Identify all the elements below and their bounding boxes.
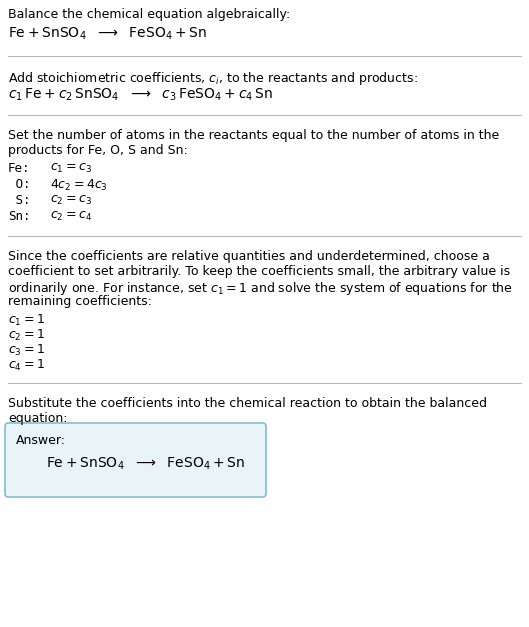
Text: $c_1 = 1$: $c_1 = 1$	[8, 313, 45, 328]
Text: $4 c_2 = 4 c_3$: $4 c_2 = 4 c_3$	[50, 178, 108, 193]
Text: coefficient to set arbitrarily. To keep the coefficients small, the arbitrary va: coefficient to set arbitrarily. To keep …	[8, 265, 510, 278]
Text: Add stoichiometric coefficients, $c_i$, to the reactants and products:: Add stoichiometric coefficients, $c_i$, …	[8, 70, 418, 87]
Text: ordinarily one. For instance, set $c_1 = 1$ and solve the system of equations fo: ordinarily one. For instance, set $c_1 =…	[8, 280, 513, 297]
Text: S:: S:	[8, 194, 31, 207]
Text: $c_4 = 1$: $c_4 = 1$	[8, 358, 45, 373]
Text: $c_2 = 1$: $c_2 = 1$	[8, 328, 45, 343]
Text: Answer:: Answer:	[16, 434, 66, 447]
Text: $\mathsf{Fe + SnSO_4 \ \ {\longrightarrow} \ \ FeSO_4 + Sn}$: $\mathsf{Fe + SnSO_4 \ \ {\longrightarro…	[8, 26, 207, 43]
Text: $c_3 = 1$: $c_3 = 1$	[8, 343, 45, 358]
Text: Sn:: Sn:	[8, 210, 31, 223]
Text: $c_1\, \mathsf{Fe} + c_2\, \mathsf{SnSO_4} \ \ {\longrightarrow} \ \ c_3\, \math: $c_1\, \mathsf{Fe} + c_2\, \mathsf{SnSO_…	[8, 87, 273, 103]
Text: $c_2 = c_3$: $c_2 = c_3$	[50, 194, 92, 207]
Text: Substitute the coefficients into the chemical reaction to obtain the balanced: Substitute the coefficients into the che…	[8, 397, 487, 410]
Text: Fe:: Fe:	[8, 162, 31, 175]
Text: Balance the chemical equation algebraically:: Balance the chemical equation algebraica…	[8, 8, 290, 21]
Text: equation:: equation:	[8, 412, 68, 425]
Text: O:: O:	[8, 178, 31, 191]
Text: $\mathsf{Fe + SnSO_4 \ \ {\longrightarrow} \ \ FeSO_4 + Sn}$: $\mathsf{Fe + SnSO_4 \ \ {\longrightarro…	[46, 456, 245, 472]
Text: $c_1 = c_3$: $c_1 = c_3$	[50, 162, 92, 175]
Text: Since the coefficients are relative quantities and underdetermined, choose a: Since the coefficients are relative quan…	[8, 250, 490, 263]
FancyBboxPatch shape	[5, 423, 266, 497]
Text: remaining coefficients:: remaining coefficients:	[8, 295, 152, 308]
Text: Set the number of atoms in the reactants equal to the number of atoms in the: Set the number of atoms in the reactants…	[8, 129, 499, 142]
Text: $c_2 = c_4$: $c_2 = c_4$	[50, 210, 92, 223]
Text: products for Fe, O, S and Sn:: products for Fe, O, S and Sn:	[8, 144, 188, 157]
